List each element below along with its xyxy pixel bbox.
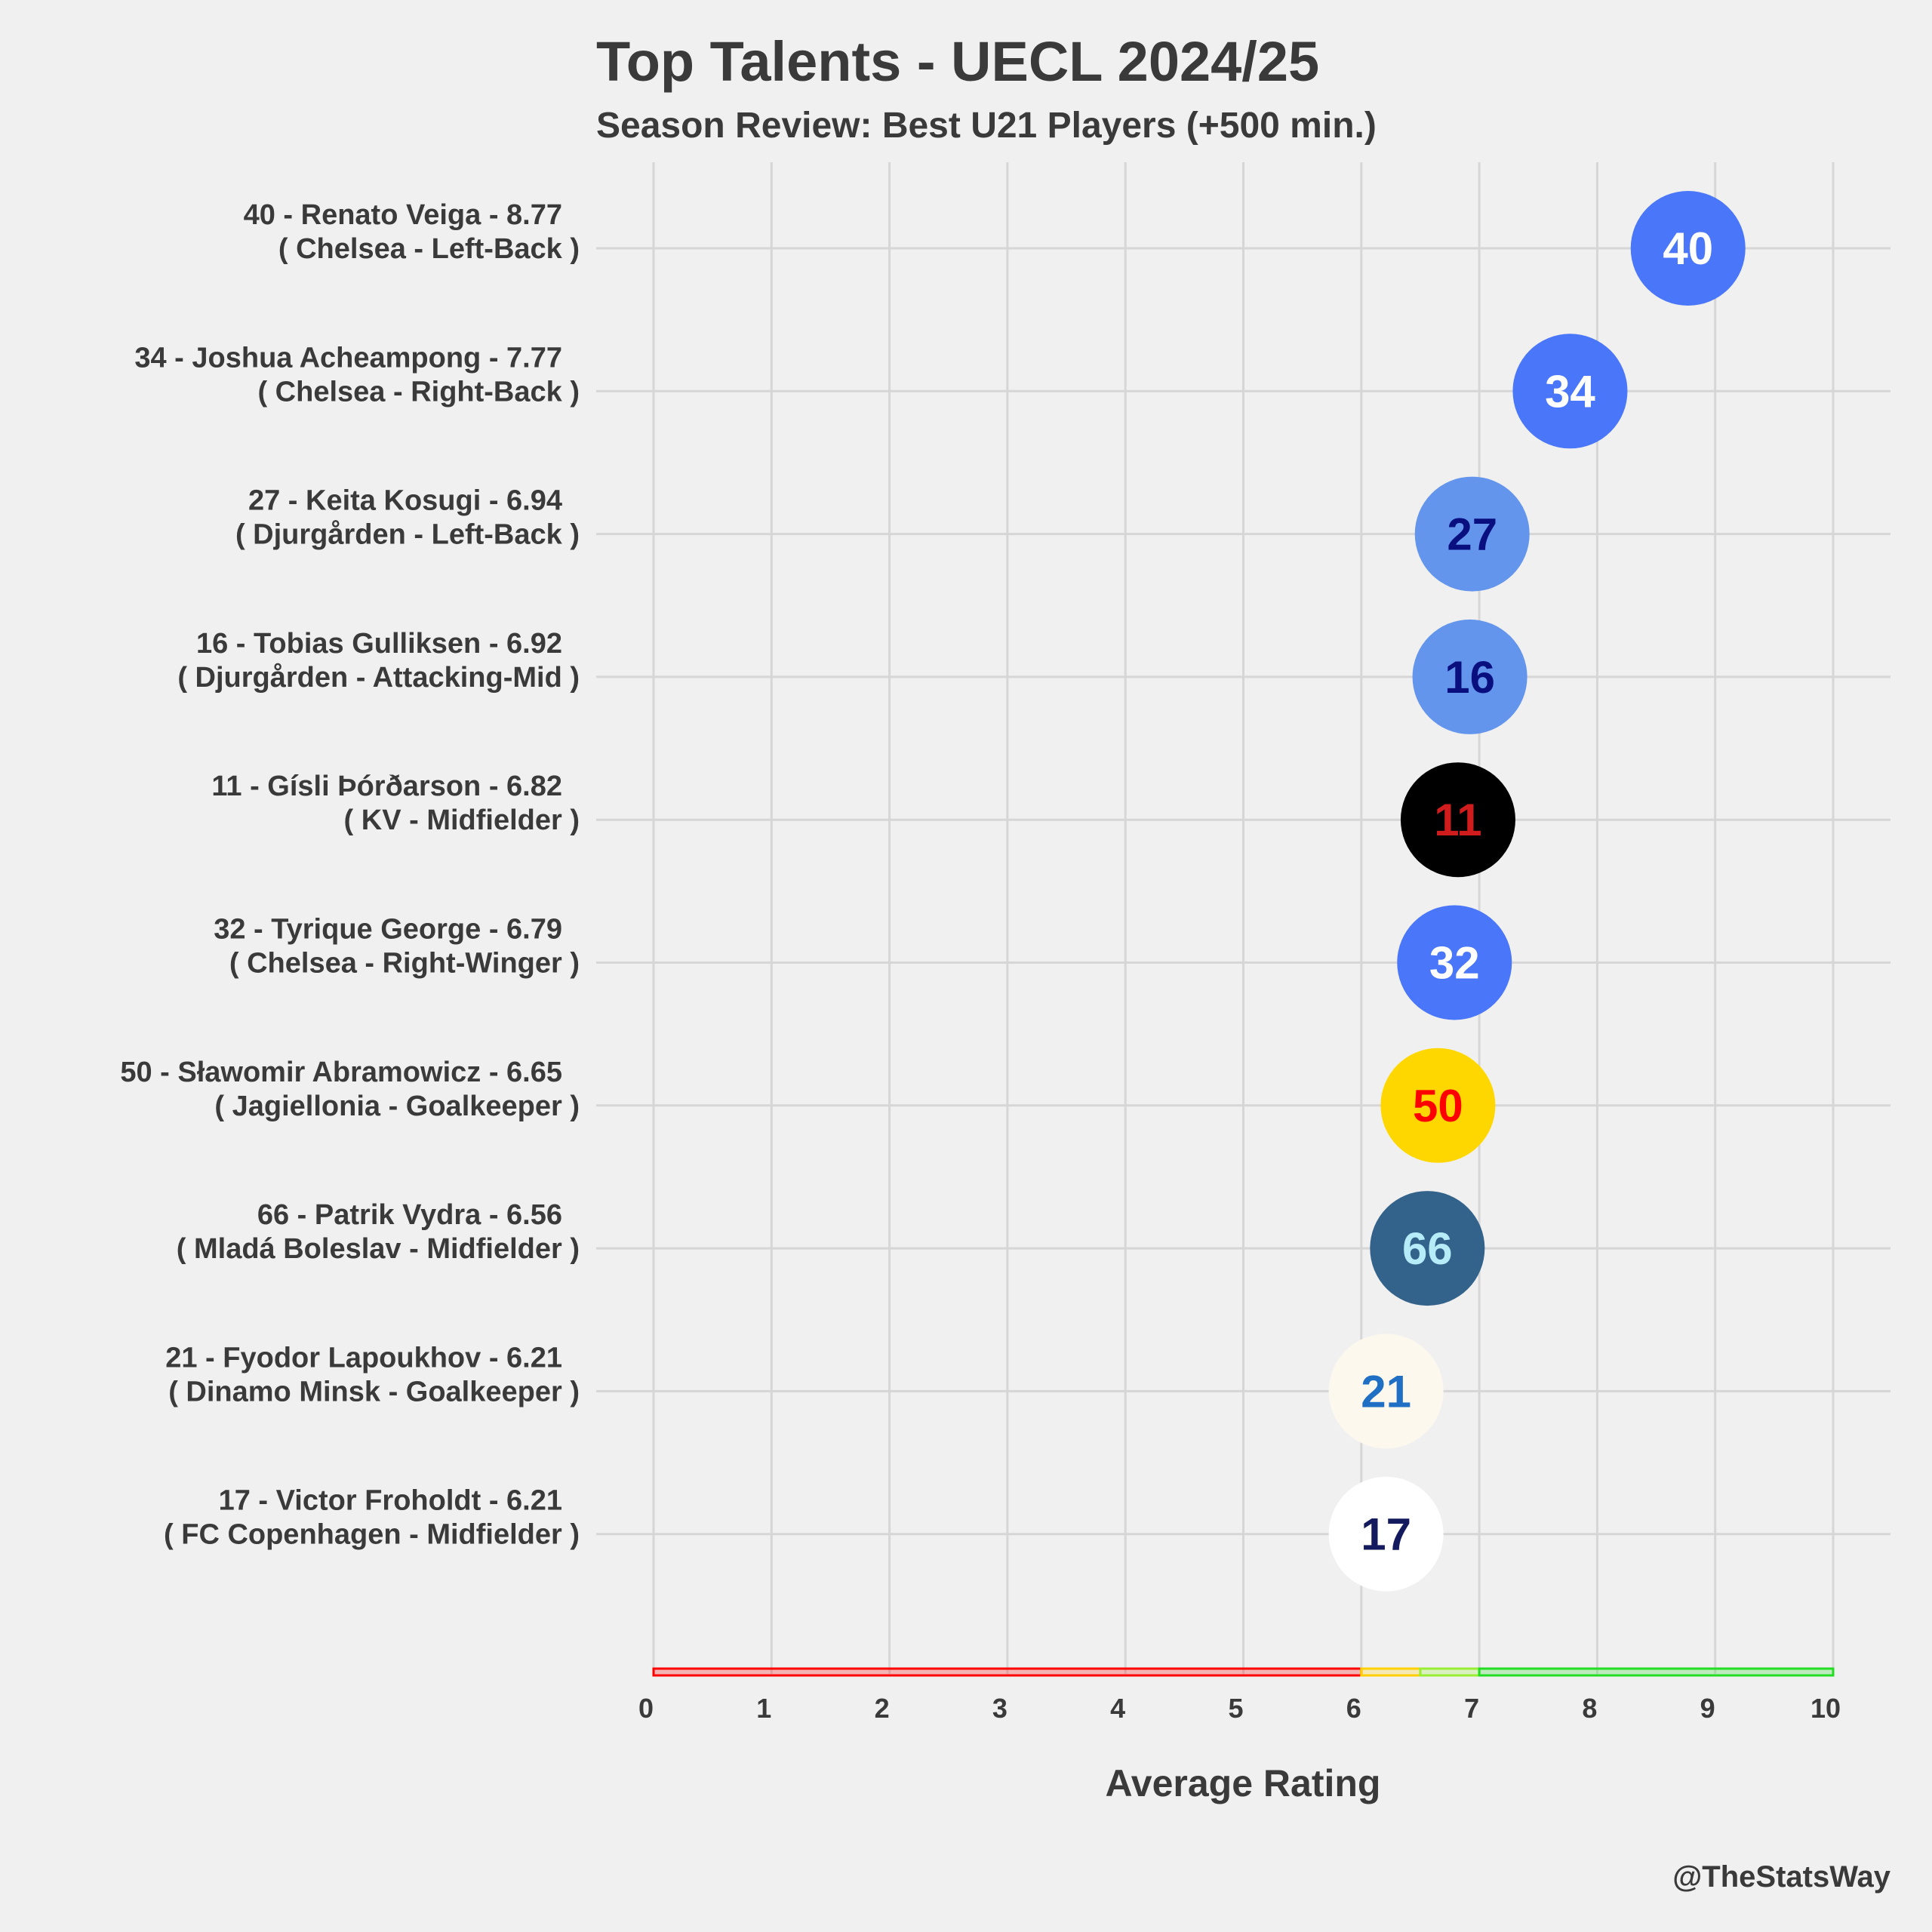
horizontal-gridlines [596, 247, 1890, 1536]
x-tick-label-3: 3 [992, 1693, 1008, 1724]
player-number-27: 27 [1447, 509, 1497, 560]
player-sublabel-34: ( Chelsea - Right-Back ) [257, 376, 580, 408]
player-sublabel-40: ( Chelsea - Left-Back ) [278, 233, 580, 265]
player-bubble-40 [1630, 191, 1746, 306]
y-axis-labels: 40 - Renato Veiga - 8.77( Chelsea - Left… [120, 199, 580, 1551]
player-label-11: 11 - Gísli Þórðarson - 6.82 [211, 771, 562, 802]
credit-handle: @TheStatsWay [1672, 1860, 1890, 1894]
player-number-11: 11 [1434, 795, 1481, 845]
player-bubble-34 [1512, 334, 1628, 449]
x-tick-label-1: 1 [756, 1693, 771, 1724]
player-number-40: 40 [1663, 223, 1713, 274]
player-bubble-27 [1414, 476, 1530, 592]
player-bubble-11 [1400, 762, 1515, 878]
player-sublabel-50: ( Jagiellonia - Goalkeeper ) [214, 1091, 580, 1122]
player-bubbles: 40 34 27 16 11 32 50 66 21 17 [1328, 191, 1746, 1592]
x-tick-label-8: 8 [1582, 1693, 1597, 1724]
player-number-21: 21 [1361, 1366, 1411, 1417]
x-tick-label-9: 9 [1700, 1693, 1715, 1724]
player-sublabel-66: ( Mladá Boleslav - Midfielder ) [177, 1233, 580, 1265]
player-label-50: 50 - Sławomir Abramowicz - 6.65 [120, 1057, 562, 1088]
x-tick-label-5: 5 [1228, 1693, 1243, 1724]
player-number-66: 66 [1402, 1223, 1453, 1274]
player-label-16: 16 - Tobias Gulliksen - 6.92 [196, 628, 562, 660]
player-sublabel-16: ( Djurgården - Attacking-Mid ) [177, 662, 580, 694]
player-number-50: 50 [1413, 1081, 1463, 1131]
player-number-34: 34 [1545, 366, 1595, 417]
player-label-21: 21 - Fyodor Lapoukhov - 6.21 [165, 1342, 562, 1374]
rating-band-2 [1419, 1667, 1481, 1677]
rating-band-1 [1360, 1667, 1422, 1677]
player-sublabel-17: ( FC Copenhagen - Midfielder ) [164, 1519, 580, 1551]
player-number-16: 16 [1444, 652, 1495, 703]
vertical-gridlines [652, 162, 1835, 1674]
player-bubble-16 [1412, 619, 1527, 734]
chart-title: Top Talents - UECL 2024/25 [596, 30, 1319, 93]
player-bubble-17 [1328, 1476, 1444, 1592]
x-tick-label-7: 7 [1464, 1693, 1479, 1724]
player-label-34: 34 - Joshua Acheampong - 7.77 [134, 342, 562, 374]
x-tick-label-6: 6 [1346, 1693, 1361, 1724]
player-label-17: 17 - Victor Froholdt - 6.21 [219, 1485, 562, 1517]
x-axis-label: Average Rating [1106, 1762, 1381, 1804]
player-number-17: 17 [1361, 1509, 1411, 1560]
player-number-32: 32 [1429, 938, 1480, 989]
rating-color-bands [652, 1667, 1835, 1677]
player-sublabel-21: ( Dinamo Minsk - Goalkeeper ) [168, 1376, 580, 1407]
player-bubble-66 [1370, 1191, 1485, 1306]
player-bubble-32 [1397, 905, 1512, 1020]
player-bubble-21 [1328, 1334, 1444, 1449]
x-tick-label-4: 4 [1110, 1693, 1125, 1724]
player-label-32: 32 - Tyrique George - 6.79 [214, 914, 562, 946]
rating-band-3 [1478, 1667, 1835, 1677]
x-axis-ticks: 0 1 2 3 4 5 6 7 8 9 10 [638, 1693, 1841, 1724]
player-sublabel-32: ( Chelsea - Right-Winger ) [229, 948, 580, 980]
x-tick-label-10: 10 [1810, 1693, 1841, 1724]
player-sublabel-27: ( Djurgården - Left-Back ) [235, 519, 580, 551]
x-tick-label-0: 0 [638, 1693, 654, 1724]
x-tick-label-2: 2 [875, 1693, 890, 1724]
rating-band-0 [652, 1667, 1363, 1677]
player-sublabel-11: ( KV - Midfielder ) [344, 804, 580, 836]
player-label-27: 27 - Keita Kosugi - 6.94 [248, 485, 562, 517]
player-bubble-50 [1380, 1048, 1496, 1163]
player-label-40: 40 - Renato Veiga - 8.77 [244, 199, 562, 231]
chart-subtitle: Season Review: Best U21 Players (+500 mi… [596, 106, 1377, 146]
player-label-66: 66 - Patrik Vydra - 6.56 [257, 1199, 562, 1231]
